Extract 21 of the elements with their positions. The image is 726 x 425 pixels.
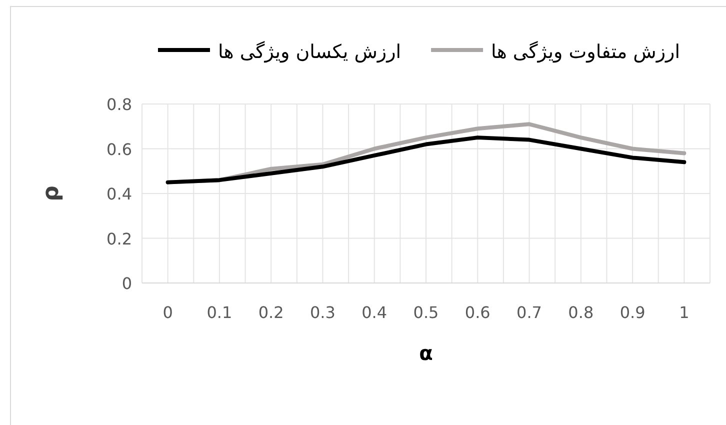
x-tick-label: 0.6 xyxy=(464,303,490,322)
x-tick-label: 0.7 xyxy=(516,303,542,322)
x-tick-label: 0.4 xyxy=(362,303,388,322)
line-series xyxy=(166,136,686,184)
x-tick-label: 1 xyxy=(679,303,690,322)
y-tick-label: 0.2 xyxy=(106,229,132,248)
x-tick-label: 0.8 xyxy=(568,303,594,322)
y-tick-label: 0.6 xyxy=(106,140,132,159)
x-tick-label: 0.5 xyxy=(413,303,439,322)
legend-label: ارزش یکسان ویژگی ها xyxy=(218,40,402,63)
y-tick-label: 0.8 xyxy=(106,95,132,114)
y-axis-title: ρ xyxy=(39,186,64,202)
y-tick-label: 0 xyxy=(122,274,132,293)
x-tick-label: 0.9 xyxy=(620,303,646,322)
x-tick-label: 0.1 xyxy=(206,303,232,322)
x-tick-label: 0 xyxy=(162,303,173,322)
y-tick-label: 0.4 xyxy=(106,184,132,204)
x-tick-label: 0.2 xyxy=(258,303,284,322)
legend-label: ارزش متفاوت ویژگی ها xyxy=(491,40,680,63)
x-axis-title: α xyxy=(419,341,433,365)
x-tick-label: 0.3 xyxy=(310,303,336,322)
